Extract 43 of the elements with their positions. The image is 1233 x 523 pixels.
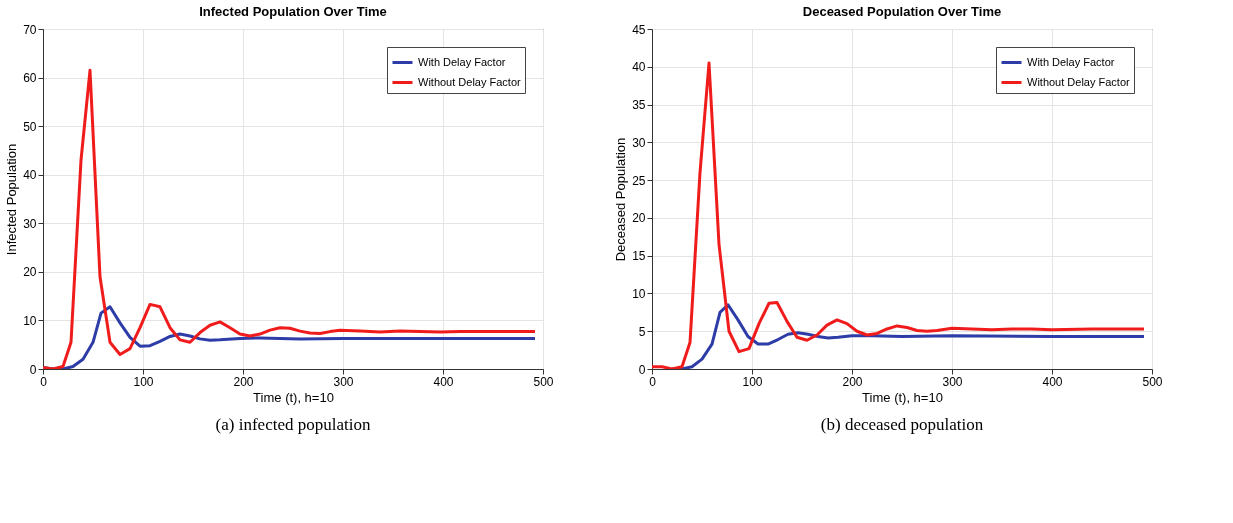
legend-label: Without Delay Factor: [418, 75, 522, 88]
y-tick-label: 20: [23, 265, 37, 280]
y-tick-label: 60: [23, 71, 37, 86]
x-tick-label: 200: [842, 374, 863, 389]
x-tick-label: 400: [1042, 374, 1063, 389]
x-tick-label: 200: [233, 374, 254, 389]
y-tick-label: 0: [638, 362, 646, 377]
x-tick-label: 300: [333, 374, 354, 389]
line-series: [43, 68, 537, 369]
y-tick-label: 10: [23, 313, 37, 328]
x-tick-label: 400: [433, 374, 454, 389]
y-tick-label: 40: [23, 168, 37, 183]
x-tick-label: 100: [742, 374, 763, 389]
y-tick-label: 15: [632, 249, 646, 264]
text: (a) infected population: [215, 415, 371, 434]
x-tick-label: 0: [649, 374, 657, 389]
y-axis-title: Infected Population: [4, 143, 20, 256]
x-tick-label: 100: [133, 374, 154, 389]
y-tick-label: 30: [23, 216, 37, 231]
x-tick-label: 500: [1142, 374, 1163, 389]
chart-title: Infected Population Over Time: [199, 4, 387, 19]
legend-label: Without Delay Factor: [1027, 75, 1131, 88]
y-tick-label: 20: [632, 211, 646, 226]
x-tick-label: 300: [942, 374, 963, 389]
y-tick-label: 10: [632, 286, 646, 301]
x-tick-label: 0: [40, 374, 48, 389]
chart-title: Deceased Population Over Time: [802, 4, 1002, 19]
x-tick-label: 500: [533, 374, 554, 389]
y-tick-label: 70: [23, 22, 37, 37]
legend-label: With Delay Factor: [1027, 55, 1115, 68]
y-tick-label: 5: [638, 324, 646, 339]
y-tick-label: 0: [29, 362, 37, 377]
y-tick-label: 40: [632, 60, 646, 75]
x-axis-title: Time (t), h=10: [253, 389, 334, 405]
y-tick-label: 30: [632, 135, 646, 150]
legend-label: With Delay Factor: [418, 55, 506, 68]
y-axis-title: Deceased Population: [613, 137, 629, 262]
y-tick-label: 50: [23, 119, 37, 134]
x-axis-title: Time (t), h=10: [862, 389, 943, 405]
y-tick-label: 45: [632, 22, 646, 37]
y-tick-label: 35: [632, 98, 646, 113]
text: (b) deceased population: [820, 415, 984, 434]
y-tick-label: 25: [632, 173, 646, 188]
